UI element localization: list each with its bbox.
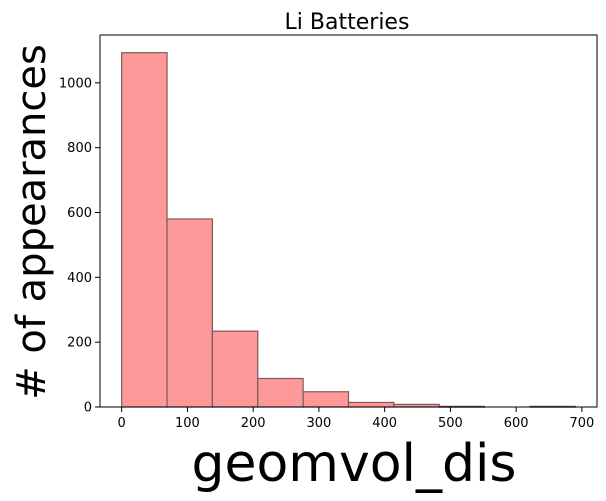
y-axis-label: # of appearances (9, 44, 55, 400)
y-tick-label: 800 (67, 141, 92, 156)
x-axis-ticks: 0 100 200 300 400 500 600 700 (118, 407, 594, 431)
histogram-bar (347, 401, 395, 408)
histogram-bar (257, 377, 304, 408)
x-tick-label: 300 (307, 416, 332, 431)
y-tick-label: 200 (67, 336, 92, 351)
y-tick-label: 600 (67, 206, 92, 221)
histogram-bar (166, 218, 214, 408)
x-tick-label: 600 (504, 416, 529, 431)
x-axis-label: geomvol_dis (191, 434, 516, 494)
x-tick-label: 400 (372, 416, 397, 431)
y-axis-ticks: 0 200 400 600 800 1000 (59, 76, 100, 416)
x-tick-label: 200 (241, 416, 266, 431)
x-tick-label: 100 (175, 416, 200, 431)
histogram-bar (302, 391, 350, 408)
histogram-bar (121, 52, 168, 408)
histogram-bar (211, 330, 259, 408)
x-tick-label: 500 (438, 416, 463, 431)
y-tick-label: 0 (84, 401, 92, 416)
x-tick-label: 700 (569, 416, 594, 431)
chart-title: Li Batteries (285, 10, 410, 35)
plot-frame (99, 34, 598, 408)
bars-group (121, 52, 576, 408)
y-tick-label: 1000 (59, 76, 92, 91)
x-tick-label: 0 (118, 416, 126, 431)
y-tick-label: 400 (67, 271, 92, 286)
